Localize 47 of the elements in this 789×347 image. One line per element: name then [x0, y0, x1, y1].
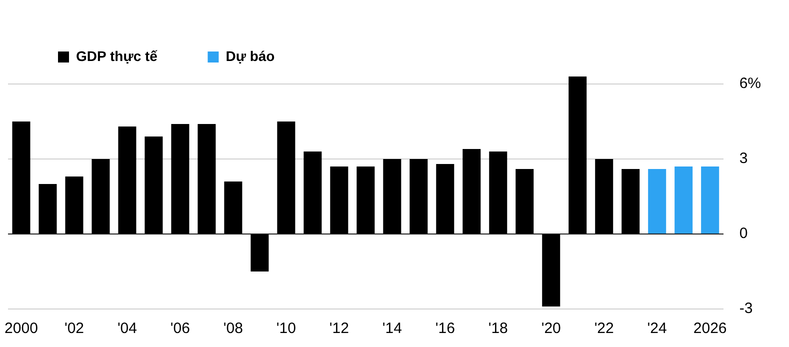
bar: [674, 166, 693, 234]
y-tick-label: 3: [739, 150, 748, 168]
legend-label: GDP thực tế: [76, 48, 158, 64]
x-tick-label: 2026: [693, 320, 727, 338]
x-tick-label: 2000: [4, 320, 38, 338]
bar: [330, 166, 348, 234]
bar: [144, 136, 163, 234]
x-tick-label: '06: [170, 320, 190, 338]
x-tick-label: '14: [382, 320, 402, 338]
x-tick-label: '10: [276, 320, 296, 338]
bar: [12, 122, 30, 234]
bar: [65, 176, 84, 234]
bar: [38, 184, 57, 234]
bar: [701, 166, 720, 234]
x-tick-label: '22: [594, 320, 614, 338]
x-tick-label: '12: [329, 320, 349, 338]
bar: [250, 234, 269, 272]
bar: [462, 149, 481, 234]
bar: [436, 164, 454, 234]
x-tick-label: '04: [117, 320, 137, 338]
y-tick-label: 0: [739, 225, 748, 242]
y-tick-label: 6%: [739, 75, 762, 92]
bar: [383, 159, 402, 234]
y-tick-label: -3: [739, 300, 753, 318]
bar: [542, 234, 560, 306]
x-tick-label: '02: [64, 320, 84, 338]
bar: [118, 126, 136, 234]
x-tick-label: '18: [488, 320, 508, 338]
bar: [171, 124, 190, 234]
bar: [304, 152, 322, 234]
bar: [648, 169, 666, 234]
legend-label: Dự báo: [226, 48, 275, 64]
bar: [489, 152, 508, 234]
x-tick-label: '24: [647, 320, 667, 338]
bar: [92, 159, 110, 234]
bar: [516, 169, 534, 234]
x-tick-label: '20: [541, 320, 561, 338]
bar: [568, 76, 587, 234]
bar: [277, 122, 296, 234]
bar: [410, 159, 428, 234]
bar: [356, 166, 375, 234]
bar: [595, 159, 614, 234]
bar: [198, 124, 216, 234]
x-tick-label: '16: [435, 320, 455, 338]
bar: [622, 169, 640, 234]
x-tick-label: '08: [223, 320, 243, 338]
bar: [224, 182, 242, 234]
